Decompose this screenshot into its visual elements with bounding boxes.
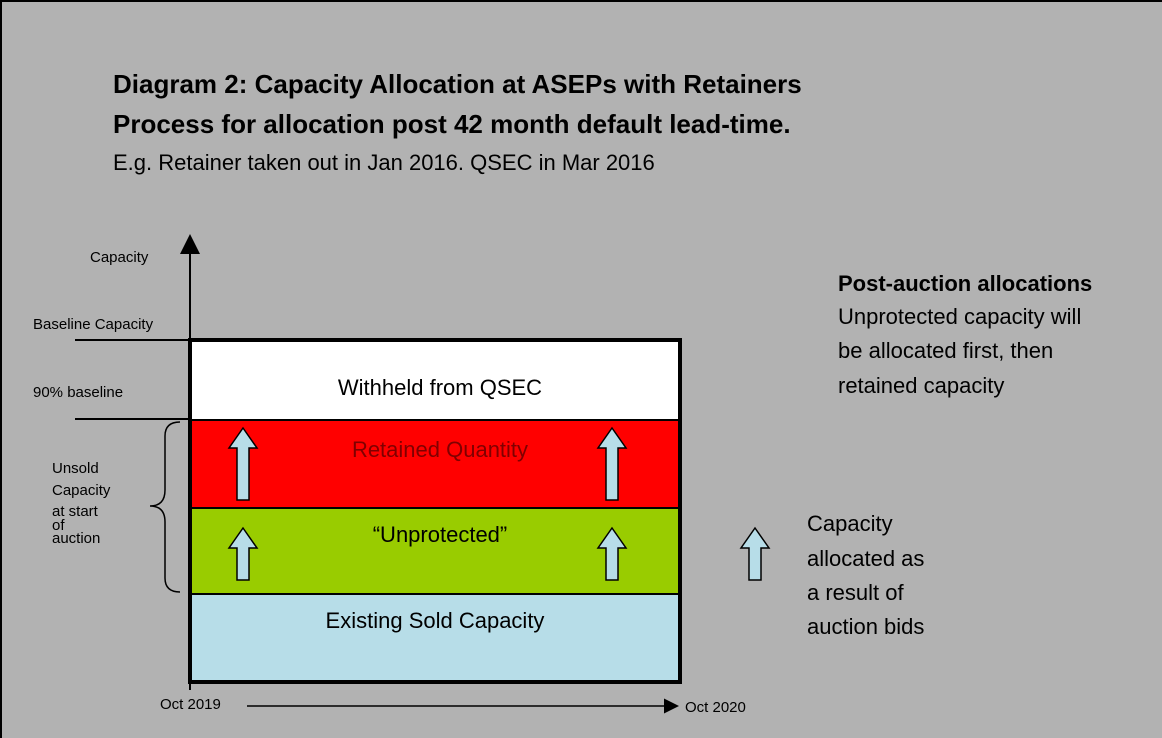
legend-line: Capacity xyxy=(807,511,893,536)
band-unprotected xyxy=(190,508,680,594)
band-label: Existing Sold Capacity xyxy=(326,608,545,633)
band-label: “Unprotected” xyxy=(373,522,508,547)
post-heading: Post-auction allocations xyxy=(838,271,1092,296)
brace-label: Unsold xyxy=(52,460,99,477)
brace-label: at start xyxy=(52,503,99,520)
up-arrow xyxy=(227,526,259,581)
brace xyxy=(149,421,181,593)
legend-line: a result of xyxy=(807,580,904,605)
legend-line: auction bids xyxy=(807,614,924,639)
subtitle: Process for allocation post 42 month def… xyxy=(113,109,791,139)
example: E.g. Retainer taken out in Jan 2016. QSE… xyxy=(113,150,655,175)
band-label: Withheld from QSEC xyxy=(338,375,542,400)
brace-label: auction xyxy=(52,530,100,547)
band-label: Retained Quantity xyxy=(352,437,528,462)
y-label: Capacity xyxy=(90,249,149,266)
post-line: be allocated first, then xyxy=(838,338,1053,363)
ninety-label: 90% baseline xyxy=(33,384,123,401)
x-end: Oct 2020 xyxy=(685,699,746,716)
brace-label: Capacity xyxy=(52,482,111,499)
up-arrow xyxy=(227,426,259,501)
box xyxy=(188,338,682,684)
band-retained xyxy=(190,420,680,508)
post-line: Unprotected capacity will xyxy=(838,304,1081,329)
brace-label: of xyxy=(52,517,65,534)
legend-arrow xyxy=(739,526,771,581)
post-line: retained capacity xyxy=(838,373,1004,398)
up-arrow xyxy=(596,526,628,581)
up-arrow xyxy=(596,426,628,501)
x-start: Oct 2019 xyxy=(160,696,221,713)
title: Diagram 2: Capacity Allocation at ASEPs … xyxy=(113,69,802,99)
arrows xyxy=(227,426,771,581)
baseline-label: Baseline Capacity xyxy=(33,316,154,333)
band-withheld xyxy=(190,340,680,420)
legend-line: allocated as xyxy=(807,546,924,571)
band-sold xyxy=(190,594,680,682)
